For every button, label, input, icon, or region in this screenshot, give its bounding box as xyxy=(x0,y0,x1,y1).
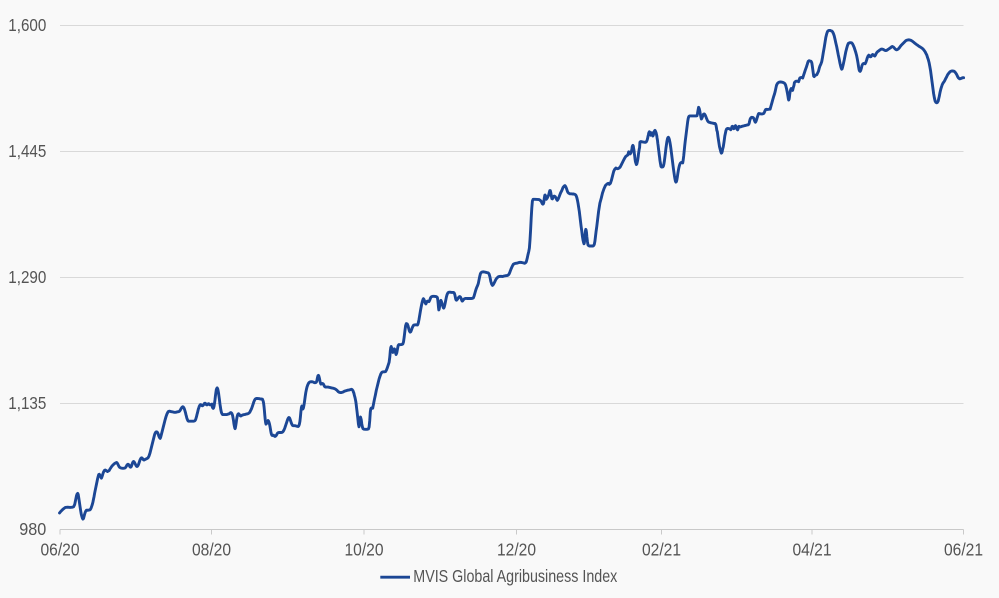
svg-text:02/21: 02/21 xyxy=(642,539,681,559)
svg-text:980: 980 xyxy=(19,519,46,539)
svg-text:1,135: 1,135 xyxy=(8,393,46,413)
svg-text:1,600: 1,600 xyxy=(8,15,46,35)
svg-text:12/20: 12/20 xyxy=(497,539,536,559)
svg-text:06/20: 06/20 xyxy=(41,539,80,559)
svg-text:1,290: 1,290 xyxy=(8,267,46,287)
svg-text:08/20: 08/20 xyxy=(192,539,231,559)
svg-text:04/21: 04/21 xyxy=(793,539,832,559)
svg-text:06/21: 06/21 xyxy=(944,539,983,559)
svg-text:1,445: 1,445 xyxy=(8,141,46,161)
svg-text:10/20: 10/20 xyxy=(345,539,384,559)
svg-text:MVIS Global Agribusiness Index: MVIS Global Agribusiness Index xyxy=(413,566,617,586)
